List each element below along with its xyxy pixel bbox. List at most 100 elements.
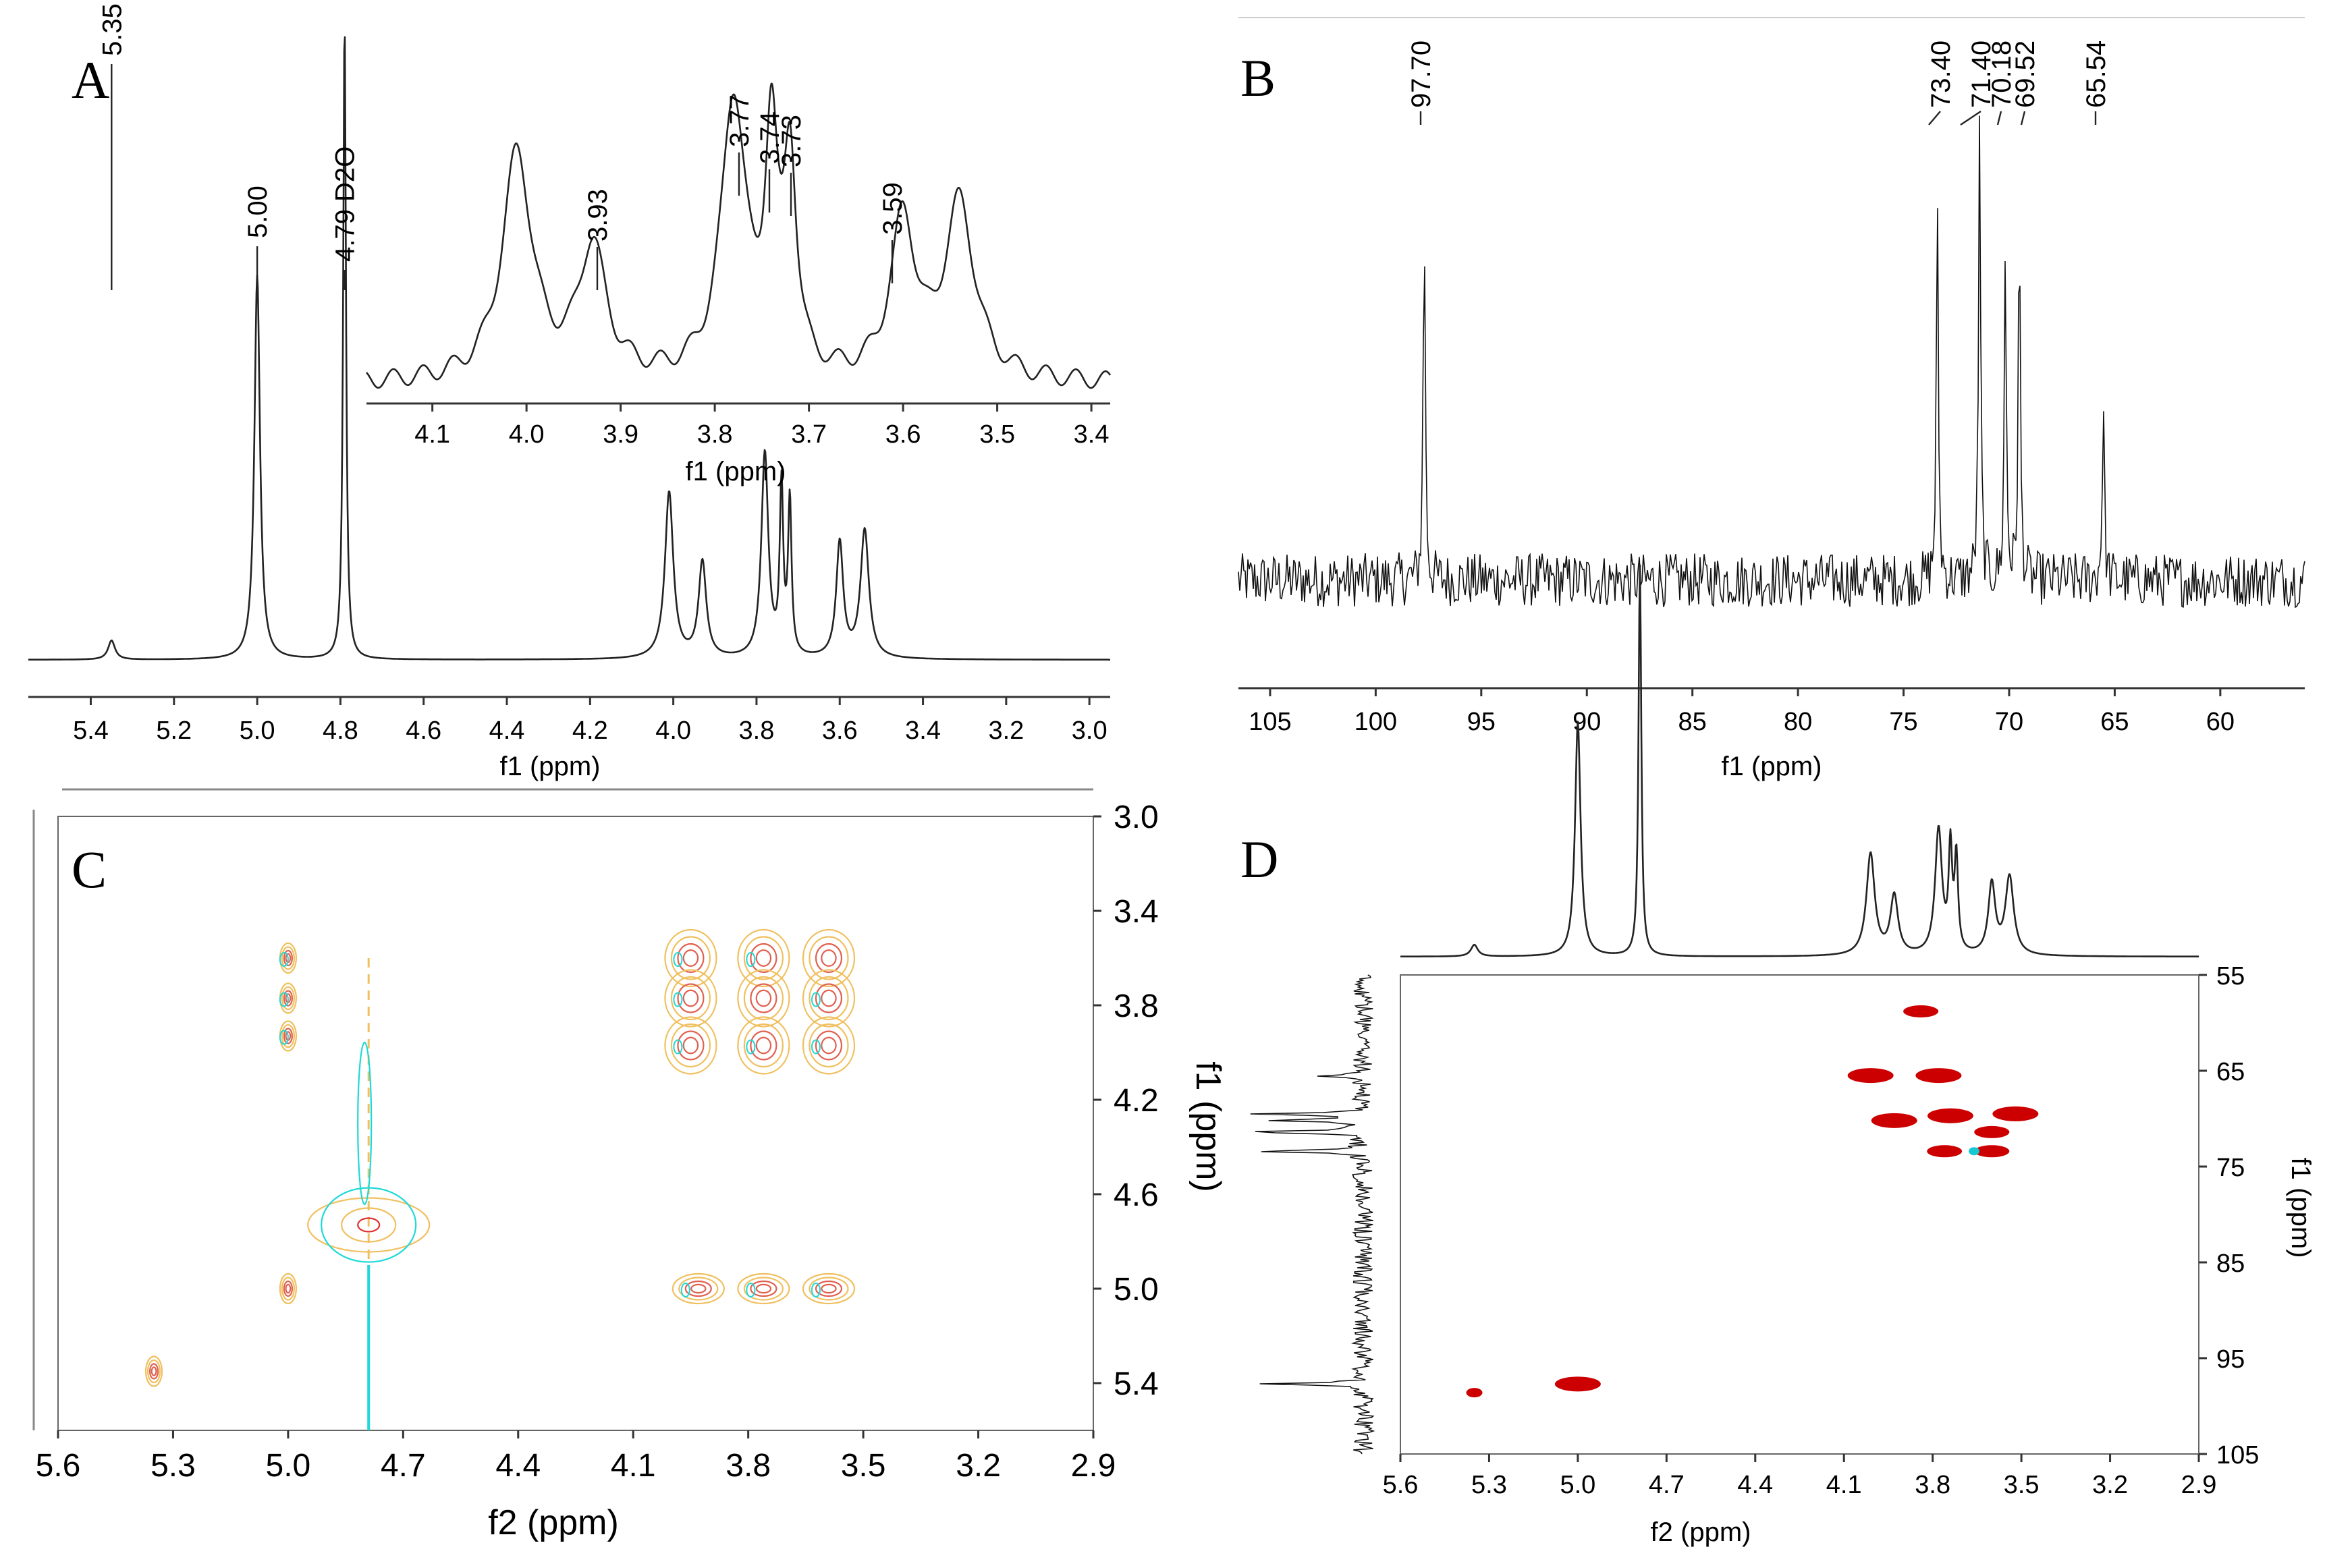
panel-d-x-tick-label: 5.6 xyxy=(1383,1471,1419,1499)
panel-c-contour xyxy=(737,969,790,1028)
panel-c-y-tick-label: 3.4 xyxy=(1114,894,1159,930)
panel-c-contour xyxy=(815,983,843,1013)
panel-d-cross-peak xyxy=(1466,1388,1483,1398)
panel-d-y-tick-label: 55 xyxy=(2216,962,2245,990)
panel-c-contour xyxy=(281,1024,295,1048)
panel-c-neg-contour xyxy=(279,992,289,1007)
panel-d-y-tick-label: 85 xyxy=(2216,1250,2245,1278)
panel-c-contour xyxy=(279,1272,297,1305)
panel-a-inset-x-tick-label: 4.1 xyxy=(414,420,450,449)
panel-d-x-tick-label: 3.5 xyxy=(2004,1471,2040,1499)
panel-c-x-tick-label: 4.7 xyxy=(381,1448,426,1484)
panel-a-x-tick-label: 3.8 xyxy=(739,717,775,745)
panel-c-cross-peak xyxy=(664,928,717,988)
panel-d-hsqc: 5.6 5.3 5.0 4.7 4.4 4.1 3.8 3.5 3.2 2.9 55 65 75 85 95… xyxy=(1250,564,2316,1547)
panel-c-contour xyxy=(283,990,293,1007)
panel-b-x-tick-label: 85 xyxy=(1678,708,1707,736)
panel-c-y-tick-label: 5.0 xyxy=(1114,1272,1159,1308)
panel-b-spectrum-trace xyxy=(1238,115,2305,609)
panel-a-spectrum xyxy=(28,36,1111,661)
panel-a-x-tick-label: 4.4 xyxy=(489,717,525,745)
panel-c-cross-peak xyxy=(664,969,717,1028)
panel-d-neg-peak xyxy=(1969,1147,1980,1156)
panel-c-neg-contour xyxy=(746,952,756,967)
panel-b-peak-label: 73.40 xyxy=(1926,40,1956,108)
panel-c-contour xyxy=(677,943,705,974)
panel-c-contour xyxy=(285,1283,292,1294)
panel-c-contour xyxy=(815,1280,843,1297)
panel-b-x-ticks: 105 100 95 90 85 80 75 70 65 60 xyxy=(1238,17,2305,736)
panel-c-contour xyxy=(677,983,705,1013)
panel-c-x-tick-label: 5.6 xyxy=(36,1448,81,1484)
panel-a-inset-x-tick-label: 3.9 xyxy=(603,420,638,449)
panel-c-cosy: 5.6 5.3 5.0 4.7 4.4 4.1 3.8 3.5 3.2 2.9 3.0 3.4 3.8 4… xyxy=(32,788,1228,1542)
panel-c-contour xyxy=(146,1359,161,1384)
panel-b-peak-label: 69.52 xyxy=(2011,40,2040,108)
panel-c-contour xyxy=(664,969,717,1028)
panel-a-peak-label: 5.00 xyxy=(243,186,273,238)
panel-c-contour xyxy=(737,1272,790,1305)
panel-c-contour xyxy=(750,1280,777,1297)
panel-c-contour xyxy=(737,1016,790,1075)
panel-c-neg-contour xyxy=(746,1283,756,1297)
panel-c-contour xyxy=(802,969,856,1028)
panel-b-spectrum xyxy=(1238,115,2305,609)
panel-d-x-tick-label: 4.4 xyxy=(1737,1471,1773,1499)
panel-d-top-projection xyxy=(1400,564,2199,957)
panel-b-13c-spectrum: 105 100 95 90 85 80 75 70 65 60 f1 (ppm) 97.70 73.… xyxy=(1238,17,2305,781)
panel-a-inset-trace xyxy=(366,82,1112,389)
panel-d-x-tick-label: 2.9 xyxy=(2181,1471,2217,1499)
panel-c-y-tick-label: 3.0 xyxy=(1114,800,1159,835)
panel-c-cross-peak xyxy=(279,1020,297,1052)
panel-c-contour xyxy=(809,976,849,1021)
panel-a-x-tick-label: 5.4 xyxy=(73,717,109,745)
panel-a-inset-spectrum xyxy=(366,82,1112,389)
panel-letter-d: D xyxy=(1240,830,1278,889)
panel-a-x-tick-label: 4.6 xyxy=(406,717,441,745)
panel-c-cross-peak xyxy=(672,1272,725,1305)
panel-a-x-title: f1 (ppm) xyxy=(500,752,601,781)
panel-d-plot-area xyxy=(1400,974,2199,1455)
panel-d-ticks: 5.6 5.3 5.0 4.7 4.4 4.1 3.8 3.5 3.2 2.9 55 65 75 85 95… xyxy=(1383,962,2260,1499)
panel-d-cross-peak xyxy=(1974,1125,2010,1138)
panel-c-x-tick-label: 4.1 xyxy=(611,1448,656,1484)
panel-a-x-tick-label: 5.0 xyxy=(240,717,275,745)
panel-a-inset-x-ticks: 4.1 4.0 3.9 3.8 3.7 3.6 3.5 3.4 xyxy=(366,402,1110,449)
panel-c-neg-contour xyxy=(279,1030,289,1045)
panel-c-contour xyxy=(815,943,843,974)
panel-b-peak-label: 97.70 xyxy=(1406,40,1436,108)
panel-a-x-tick-label: 4.2 xyxy=(572,717,608,745)
panel-d-x-tick-label: 4.7 xyxy=(1649,1471,1685,1499)
panel-c-plot-area xyxy=(57,816,1094,1431)
panel-c-contour xyxy=(821,1283,837,1294)
panel-c-contour xyxy=(283,1280,293,1297)
panel-a-inset-x-tick-label: 3.8 xyxy=(697,420,733,449)
panel-c-contour xyxy=(151,1366,157,1376)
panel-b-x-title: f1 (ppm) xyxy=(1722,752,1822,781)
panel-b-x-tick-label: 100 xyxy=(1355,708,1397,736)
panel-a-x-tick-label: 3.4 xyxy=(905,717,941,745)
panel-c-neg-contour xyxy=(811,1283,821,1297)
panel-c-contour xyxy=(148,1363,159,1380)
panel-c-contour xyxy=(281,946,295,970)
panel-c-contour xyxy=(281,986,295,1011)
panel-d-cross-peak xyxy=(1992,1106,2039,1121)
panel-c-contour xyxy=(743,1277,784,1301)
panel-c-cross-peaks xyxy=(144,928,856,1430)
panel-c-contour xyxy=(664,928,717,988)
panel-letter-b: B xyxy=(1240,49,1276,107)
panel-c-neg-contour xyxy=(673,1039,683,1055)
panel-c-water-contour xyxy=(357,1041,373,1206)
panel-b-x-tick-label: 75 xyxy=(1889,708,1917,736)
panel-d-cross-peak xyxy=(1554,1376,1601,1392)
panel-d-x-tick-label: 3.2 xyxy=(2092,1471,2128,1499)
panel-c-cross-peak xyxy=(664,1016,717,1075)
panel-b-x-tick-label: 70 xyxy=(1995,708,2023,736)
panel-d-top-trace xyxy=(1400,564,2199,957)
panel-c-cross-peak xyxy=(144,1355,163,1387)
panel-a-inset-peak-label: 3.93 xyxy=(583,189,613,242)
panel-d-y-tick-label: 95 xyxy=(2216,1345,2245,1374)
panel-d-y-tick-label: 105 xyxy=(2216,1441,2259,1469)
panel-c-contour xyxy=(755,1036,772,1055)
panel-a-peak-label: 4.79 D2O xyxy=(331,146,360,262)
